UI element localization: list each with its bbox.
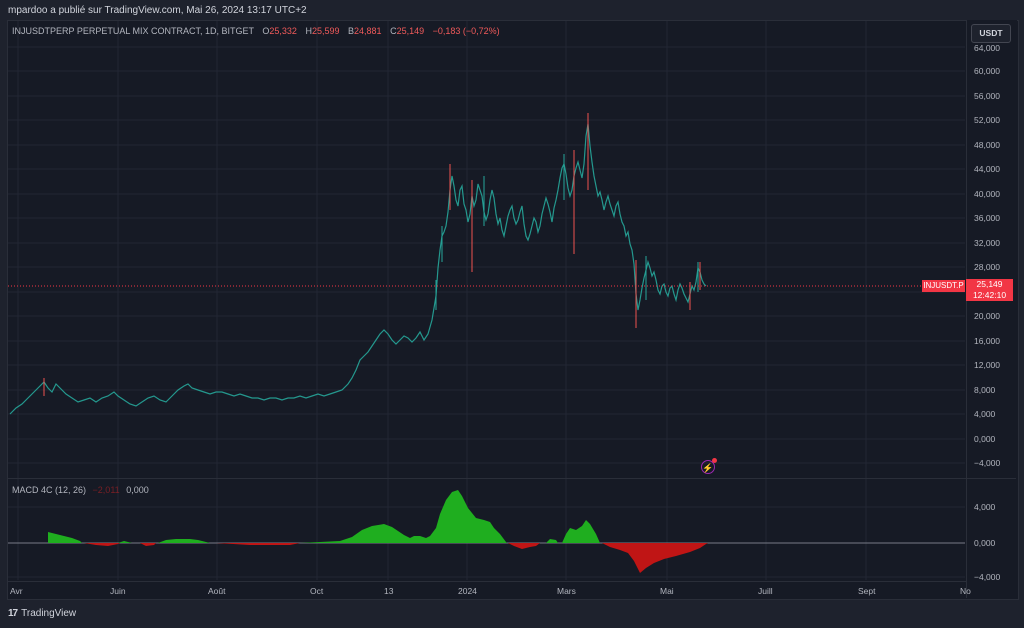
publisher-line: mpardoo a publié sur TradingView.com, Ma… <box>8 5 307 16</box>
change-value: −0,183 (−0,72%) <box>432 26 500 36</box>
current-price-label: 25,149 12:42:10 <box>966 279 1013 301</box>
high-value: 25,599 <box>311 26 340 36</box>
x-tick: Août <box>208 586 226 596</box>
y-tick: 8,000 <box>974 385 996 395</box>
notification-dot <box>712 458 717 463</box>
y-tick: 28,000 <box>974 262 1000 272</box>
macd-y-tick: 0,000 <box>974 538 996 548</box>
macd-label: MACD 4C (12, 26) <box>12 485 87 495</box>
y-tick: 52,000 <box>974 115 1000 125</box>
macd-y-tick: 4,000 <box>974 502 996 512</box>
x-tick: Mai <box>660 586 674 596</box>
symbol-price-tag: INJUSDT.P <box>922 280 965 292</box>
macd-value: −2,011 <box>92 485 120 495</box>
y-tick: 40,000 <box>974 189 1000 199</box>
y-tick: 64,000 <box>974 43 1000 53</box>
current-price: 25,149 <box>976 279 1003 289</box>
x-tick: Avr <box>10 586 23 596</box>
y-tick: −4,000 <box>974 458 1001 468</box>
x-tick: Oct <box>310 586 324 596</box>
macd-legend: MACD 4C (12, 26) −2,011 0,000 <box>12 485 149 495</box>
x-tick: Juin <box>110 586 126 596</box>
y-tick: 32,000 <box>974 238 1000 248</box>
footer-brand[interactable]: 17 TradingView <box>8 608 76 619</box>
price-axis[interactable] <box>966 20 1017 598</box>
y-tick: 12,000 <box>974 360 1000 370</box>
y-tick: 56,000 <box>974 91 1000 101</box>
chart-frame[interactable] <box>7 20 1019 600</box>
time-axis[interactable] <box>8 581 966 598</box>
x-tick: Sept <box>858 586 876 596</box>
lightning-alert-icon[interactable]: ⚡ <box>701 458 717 474</box>
close-value: 25,149 <box>396 26 425 36</box>
open-value: 25,332 <box>269 26 297 36</box>
y-tick: 36,000 <box>974 213 1000 223</box>
price-gridlines <box>8 21 965 580</box>
y-tick: 60,000 <box>974 66 1000 76</box>
currency-button[interactable]: USDT <box>971 24 1011 43</box>
pane-separator[interactable] <box>8 478 1016 479</box>
x-tick: Mars <box>557 586 576 596</box>
y-tick: 4,000 <box>974 409 996 419</box>
macd-histogram <box>48 490 708 573</box>
brand-name: TradingView <box>21 608 77 619</box>
x-tick: Juill <box>758 586 773 596</box>
macd-signal-value: 0,000 <box>126 485 149 495</box>
x-tick: 2024 <box>458 586 477 596</box>
x-tick: 13 <box>384 586 394 596</box>
candlestick-series <box>9 113 707 415</box>
symbol-label: INJUSDTPERP PERPETUAL MIX CONTRACT, 1D, … <box>12 26 254 36</box>
ohlc-legend: INJUSDTPERP PERPETUAL MIX CONTRACT, 1D, … <box>12 26 500 36</box>
y-tick: 48,000 <box>974 140 1000 150</box>
macd-y-tick: −4,000 <box>974 572 1001 582</box>
tradingview-logo-icon: 17 <box>8 608 18 619</box>
bar-countdown: 12:42:10 <box>972 290 1007 300</box>
y-tick: 16,000 <box>974 336 1000 346</box>
y-tick: 44,000 <box>974 164 1000 174</box>
y-tick: 0,000 <box>974 434 996 444</box>
x-tick: No <box>960 586 971 596</box>
low-value: 24,881 <box>354 26 382 36</box>
y-tick: 20,000 <box>974 311 1000 321</box>
